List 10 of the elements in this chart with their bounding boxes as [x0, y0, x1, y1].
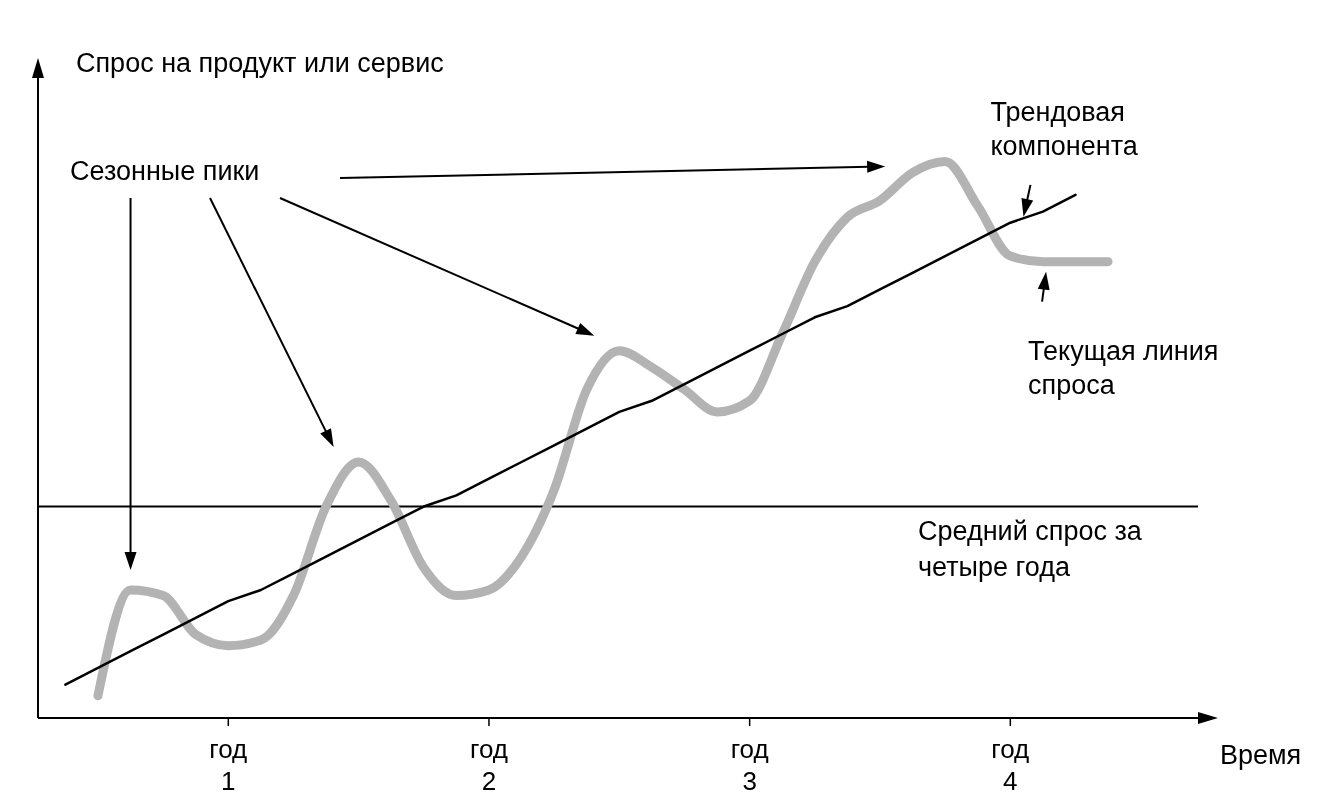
text: Трендовая компонента	[990, 95, 1139, 163]
x-axis-title: Время	[1220, 740, 1302, 771]
text: Текущая линия спроса	[1028, 334, 1220, 402]
x-tick-label: год 2	[469, 734, 508, 796]
x-tick-label: год 3	[730, 734, 769, 796]
annotation: Сезонные пики	[70, 156, 260, 187]
y-axis-title: Спрос на продукт или сервис	[76, 48, 444, 79]
ref-line-label: Средний спрос за четыре года	[918, 514, 1143, 584]
x-tick-label: год 1	[209, 734, 248, 796]
x-tick-label: год 4	[991, 734, 1030, 796]
